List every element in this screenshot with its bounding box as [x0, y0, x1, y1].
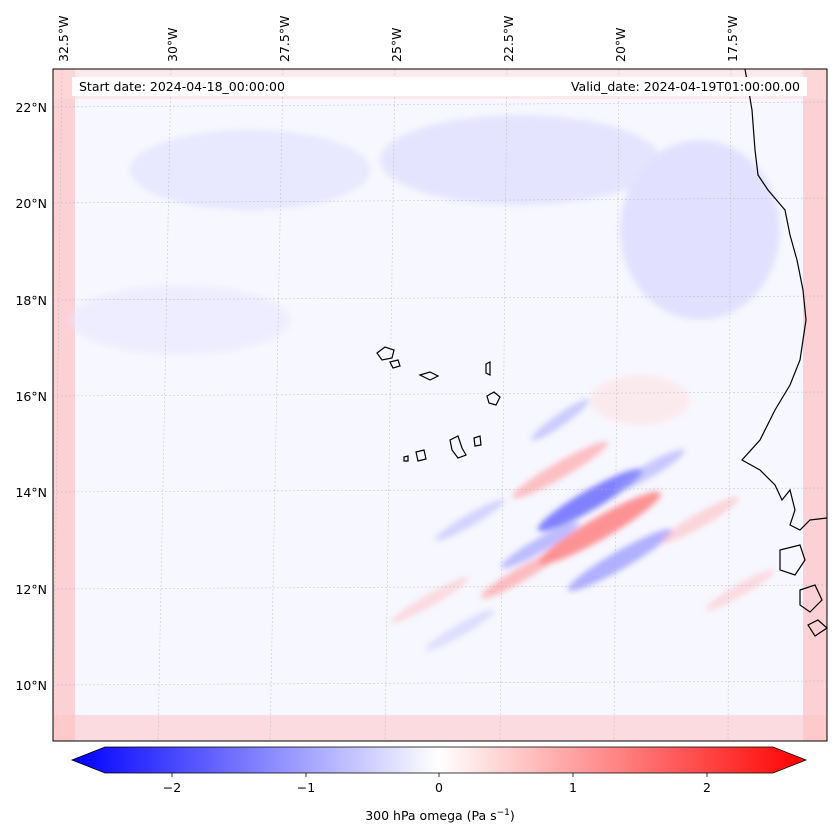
colorbar-tick-label: 1 — [569, 780, 577, 795]
colorbar-title-close: ) — [510, 808, 515, 823]
map-panel: Start date: 2024-04-18_00:00:00 Valid_da… — [52, 68, 828, 742]
lat-label: 20°N — [15, 196, 47, 211]
colorbar-tick-label: 2 — [703, 780, 711, 795]
colorbar-title-main: 300 hPa omega (Pa s — [365, 808, 496, 823]
lon-label: 32.5°W — [56, 16, 71, 62]
lat-label: 16°N — [15, 389, 47, 404]
coastline — [376, 68, 828, 637]
longitude-labels: 32.5°W 30°W 27.5°W 25°W 22.5°W 20°W 17.5… — [56, 16, 740, 62]
lat-label: 18°N — [15, 293, 47, 308]
latitude-labels: 22°N 20°N 18°N 16°N 14°N 12°N 10°N — [15, 100, 47, 693]
colorbar-tick-label: 0 — [435, 780, 443, 795]
weak-signal-patches — [70, 115, 780, 425]
map-frame — [52, 68, 828, 742]
boundary-band-south — [53, 715, 827, 741]
lon-label: 30°W — [165, 27, 180, 62]
colorbar-tick-label: −2 — [163, 780, 181, 795]
boundary-band-west — [53, 69, 75, 741]
date-banner — [72, 77, 807, 96]
lon-label: 25°W — [389, 27, 404, 62]
lon-label: 17.5°W — [725, 16, 740, 62]
lon-label: 22.5°W — [501, 16, 516, 62]
island-santo-antao — [376, 346, 395, 361]
colorbar-tick-label: −1 — [297, 780, 315, 795]
graticule — [52, 68, 828, 742]
lon-label: 27.5°W — [277, 16, 292, 62]
valid-date-label: Valid_date: 2024-04-19T01:00:00.00 — [571, 79, 800, 94]
boundary-band-east — [803, 69, 827, 741]
colorbar: −2 −1 0 1 2 300 hPa omega (Pa s−1) — [70, 746, 808, 823]
colorbar-title-exp: −1 — [497, 808, 510, 818]
colorbar-ticks — [171, 773, 708, 777]
lat-label: 12°N — [15, 582, 47, 597]
colorbar-bar — [70, 746, 808, 774]
lat-label: 22°N — [15, 100, 47, 115]
lat-label: 10°N — [15, 678, 47, 693]
lon-label: 20°W — [613, 27, 628, 62]
wave-bands — [390, 399, 775, 651]
lat-label: 14°N — [15, 485, 47, 500]
colorbar-title: 300 hPa omega (Pa s−1) — [365, 808, 515, 823]
start-date-label: Start date: 2024-04-18_00:00:00 — [79, 79, 285, 94]
